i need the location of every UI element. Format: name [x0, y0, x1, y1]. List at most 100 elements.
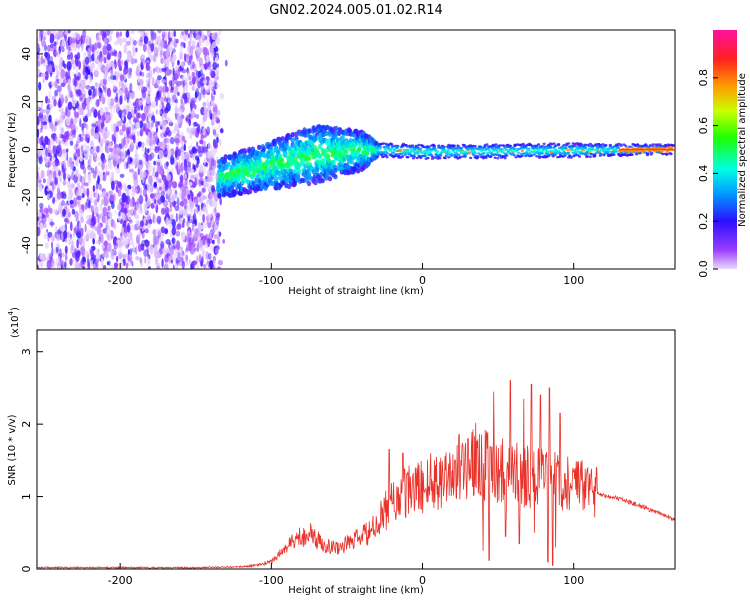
spectrogram-noise-cell [99, 61, 103, 68]
spectrogram-noise-cell [203, 108, 207, 117]
spectrogram-noise-cell [131, 107, 134, 116]
spectrogram-noise-cell [154, 38, 158, 49]
spectrogram-noise-cell [70, 221, 73, 232]
spectrogram-band-cell [391, 144, 395, 148]
colorbar: 0.00.20.40.60.8 Normalized spectral ampl… [697, 30, 748, 278]
spectrogram-noise-cell [67, 235, 70, 244]
spectrogram-noise-cell [188, 118, 192, 127]
spectrogram-noise-cell [122, 68, 127, 76]
spectrogram-noise-cell [54, 80, 58, 89]
spectrogram-noise-cell [157, 75, 162, 81]
spectrogram-noise-cell [211, 210, 217, 218]
spectrogram-noise-cell [154, 250, 158, 259]
spectrogram-band-cell [505, 154, 509, 157]
spectrogram-noise-cell [60, 200, 66, 207]
spectrogram-noise-cell [62, 148, 67, 154]
spectrogram-noise-cell [53, 41, 57, 46]
spectrogram-noise-cell [181, 189, 187, 198]
spectrogram-noise-cell [43, 222, 47, 229]
spectrogram-noise-cell [69, 90, 73, 98]
spectrogram-noise-cell [84, 173, 87, 181]
colorbar-tick-label: 0.8 [697, 69, 710, 87]
spectrogram-noise-cell [40, 107, 43, 115]
spectrogram-noise-cell [177, 59, 180, 66]
spectrogram-noise-cell [152, 166, 156, 173]
spectrogram-noise-cell [121, 124, 126, 132]
spectrogram-noise-cell [75, 254, 80, 262]
spectrogram-noise-cell [195, 155, 200, 161]
spectrogram-noise-cell [140, 141, 145, 148]
spectrogram-noise-cell [84, 74, 89, 80]
spectrogram-band-cell [438, 157, 442, 160]
spectrogram-noise-cell [196, 141, 199, 147]
spectrogram-noise-cell [185, 247, 189, 253]
spectrogram-noise-cell [187, 161, 191, 168]
spectrogram-noise-cell [52, 67, 55, 73]
spectrogram-noise-cell [97, 214, 100, 223]
spectrogram-noise-cell [122, 254, 127, 259]
spectrogram-noise-cell [86, 229, 92, 239]
spectrogram-noise-cell [90, 205, 94, 213]
spectrogram-noise-cell [133, 171, 138, 181]
spectrogram-noise-cell [218, 124, 221, 130]
spectrogram-noise-cell [113, 262, 119, 268]
spectrogram-noise-cell [202, 101, 207, 107]
spectrogram-noise-cell [76, 195, 82, 201]
spectrogram-noise-cell [185, 117, 188, 122]
spectrogram-noise-cell [98, 86, 101, 92]
spectrogram-noise-cell [127, 129, 130, 139]
spectrogram-noise-cell [176, 197, 180, 207]
y-tick-label: 1 [20, 493, 33, 500]
y-tick-label: 0 [20, 566, 33, 573]
spectrogram-noise-cell [73, 43, 77, 52]
spectrogram-noise-cell [93, 232, 96, 240]
spectrogram-noise-cell [85, 220, 91, 225]
spectrogram-noise-cell [213, 224, 218, 231]
spectrogram-band-cell [340, 135, 345, 141]
spectrogram-noise-cell [146, 61, 149, 69]
spectrogram-noise-cell [84, 223, 87, 233]
spectrogram-band-cell [469, 156, 473, 160]
spectrogram-noise-cell [146, 30, 149, 37]
spectrogram-noise-cell [81, 175, 85, 184]
spectrogram-noise-cell [95, 191, 98, 200]
spectrogram-band-cell [630, 153, 634, 156]
spectrogram-noise-cell [177, 148, 181, 157]
spectrogram-noise-cell [47, 161, 50, 169]
spectrogram-noise-cell [182, 218, 186, 224]
spectrogram-noise-cell [37, 103, 40, 111]
spectrogram-noise-cell [47, 152, 51, 157]
spectrogram-noise-cell [179, 44, 184, 53]
spectrogram-noise-cell [106, 234, 110, 241]
spectrogram-noise-cell [187, 68, 190, 78]
spectrogram-noise-cell [108, 212, 113, 218]
spectrogram-noise-cell [133, 40, 137, 46]
spectrogram-band-cell [586, 155, 590, 158]
spectrogram-noise-cell [75, 126, 78, 133]
spectrogram-noise-cell [39, 202, 44, 209]
spectrogram-noise-cell [192, 61, 195, 69]
spectrogram-noise-cell [211, 92, 213, 102]
spectrogram-noise-cell [177, 251, 181, 261]
spectrogram-noise-cell [136, 130, 140, 137]
spectrogram-noise-cell [215, 213, 221, 221]
spectrogram-noise-cell [222, 239, 225, 244]
spectrogram-noise-cell [160, 39, 165, 48]
spectrogram-noise-cell [140, 61, 143, 69]
spectrogram-noise-cell [60, 93, 64, 100]
spectrogram-noise-cell [120, 260, 124, 269]
spectrogram-band-cell [591, 144, 595, 148]
spectrogram-band-cell [567, 151, 571, 155]
spectrogram-noise-cell [58, 98, 61, 108]
spectrogram-noise-cell [112, 75, 117, 81]
spectrogram-noise-cell [115, 255, 119, 263]
spectrogram-noise-cell [39, 30, 44, 38]
spectrogram-noise-cell [54, 177, 58, 185]
spectrogram-noise-cell [81, 231, 84, 237]
spectrogram-noise-cell [219, 197, 222, 206]
spectrogram-noise-cell [211, 100, 214, 106]
spectrogram-noise-cell [101, 158, 107, 164]
spectrogram-noise-cell [109, 172, 115, 181]
snr-series-line [37, 380, 675, 569]
